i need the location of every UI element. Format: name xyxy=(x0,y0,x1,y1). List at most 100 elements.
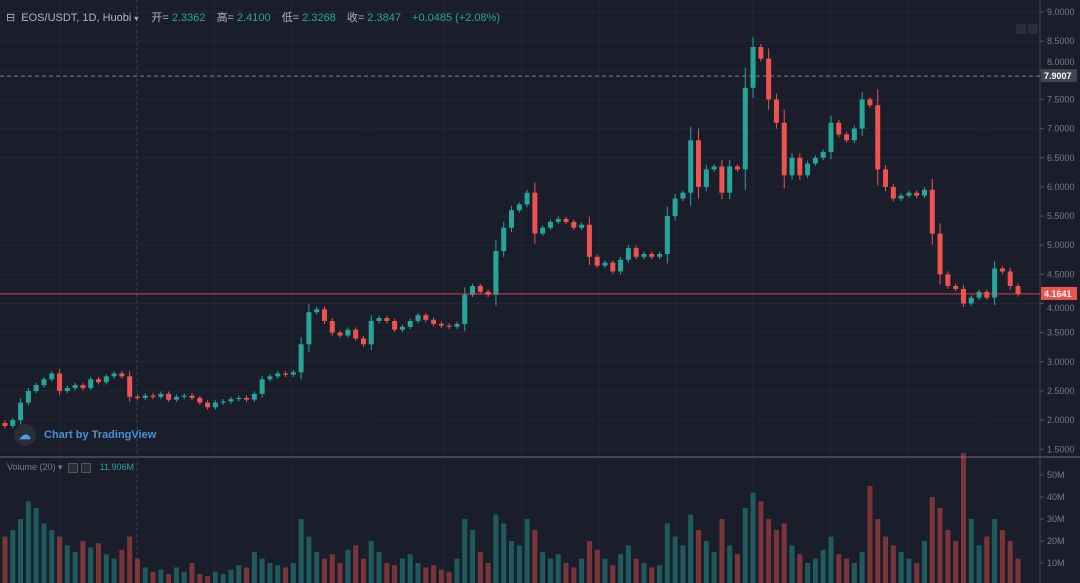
volume-bar xyxy=(251,552,257,583)
low-value: 2.3268 xyxy=(302,12,336,24)
volume-bar xyxy=(360,558,366,583)
volume-bar xyxy=(540,552,546,583)
volume-bar xyxy=(547,558,553,583)
volume-bar xyxy=(867,486,873,583)
change-value: +0.0485 (+2.08%) xyxy=(412,12,501,24)
candle-body xyxy=(1007,271,1013,287)
candle-body xyxy=(49,373,55,380)
volume-bar xyxy=(999,530,1005,583)
candle-body xyxy=(976,291,982,298)
candle-body xyxy=(173,396,179,400)
candle-body xyxy=(259,379,265,394)
volume-bar xyxy=(633,558,639,583)
candle-body xyxy=(602,262,608,266)
volume-bar xyxy=(664,523,670,583)
dropdown-icon[interactable]: ▾ xyxy=(134,14,139,23)
volume-bar xyxy=(345,549,351,583)
candle-body xyxy=(267,376,273,380)
volume-bar xyxy=(805,563,811,583)
volume-bar xyxy=(275,565,281,583)
candle-body xyxy=(524,192,530,205)
candle-body xyxy=(953,286,959,289)
volume-bar xyxy=(298,519,304,583)
candle-body xyxy=(306,312,312,345)
candle-body xyxy=(96,379,102,383)
volume-bar xyxy=(72,552,78,583)
close-label: 收= xyxy=(346,12,365,24)
tradingview-watermark[interactable]: ☁ Chart by TradingView xyxy=(14,424,156,446)
settings-icon[interactable] xyxy=(68,462,79,473)
tradingview-logo-icon: ☁ xyxy=(14,424,36,446)
candle-body xyxy=(516,204,522,211)
volume-bar xyxy=(228,569,234,583)
volume-bar xyxy=(828,536,834,583)
candle-body xyxy=(555,218,561,222)
candle-body xyxy=(960,288,966,304)
candle-body xyxy=(166,393,172,400)
candle-body xyxy=(914,192,920,196)
volume-bar xyxy=(703,541,709,583)
volume-bar xyxy=(376,552,382,583)
volume-bar xyxy=(438,569,444,583)
candle-body xyxy=(134,396,140,398)
volume-bar xyxy=(314,552,320,583)
candle-body xyxy=(875,105,881,170)
volume-bar xyxy=(384,563,390,583)
collapse-icon[interactable]: ⊟ xyxy=(6,12,16,24)
candle-body xyxy=(758,46,764,59)
candle-body xyxy=(415,315,421,321)
volume-bar xyxy=(851,563,857,583)
dropdown-icon[interactable]: ▾ xyxy=(58,462,63,472)
candle-body xyxy=(641,253,647,257)
volume-bar xyxy=(189,563,195,583)
volume-bar xyxy=(594,549,600,583)
candle-body xyxy=(228,399,234,402)
volume-bar xyxy=(734,554,740,583)
volume-value: 11.906M xyxy=(99,462,134,472)
candle-body xyxy=(360,338,366,345)
symbol-legend: ⊟ EOS/USDT, 1D, Huobi ▾ 开= 2.3362 高= 2.4100… xyxy=(6,9,503,25)
candle-body xyxy=(298,344,304,373)
symbol-title[interactable]: EOS/USDT, 1D, Huobi xyxy=(21,12,132,24)
volume-bar xyxy=(555,554,561,583)
volume-bar xyxy=(836,554,842,583)
volume-bar xyxy=(750,492,756,583)
candle-body xyxy=(999,268,1005,272)
candle-body xyxy=(392,320,398,330)
volume-bar xyxy=(898,552,904,583)
volume-bar xyxy=(610,565,616,583)
candle-body xyxy=(220,401,226,403)
volume-bar xyxy=(220,574,226,583)
price-tick-label: 8.0000 xyxy=(1047,57,1075,67)
candle-body xyxy=(64,388,70,391)
volume-bar xyxy=(64,545,70,583)
volume-bar xyxy=(353,545,359,583)
close-icon[interactable] xyxy=(81,462,92,473)
candle-body xyxy=(672,198,678,217)
volume-bar xyxy=(142,567,148,583)
volume-bar xyxy=(516,545,522,583)
candle-body xyxy=(859,99,865,129)
volume-bar xyxy=(937,508,943,583)
volume-label[interactable]: Volume (20) xyxy=(7,462,56,472)
candle-body xyxy=(290,372,296,375)
candle-body xyxy=(477,286,483,292)
price-line-label: 4.1641 xyxy=(1044,289,1072,299)
candle-body xyxy=(618,259,624,272)
price-tick-label: 6.5000 xyxy=(1047,153,1075,163)
candle-body xyxy=(937,233,943,275)
volume-bar xyxy=(493,514,499,583)
candle-body xyxy=(142,395,148,398)
volume-bar xyxy=(103,554,109,583)
volume-bar xyxy=(470,530,476,583)
candle-body xyxy=(329,320,335,333)
volume-bar xyxy=(212,571,218,583)
candle-body xyxy=(867,99,873,106)
volume-bar xyxy=(532,530,538,583)
candle-body xyxy=(399,326,405,330)
volume-bar xyxy=(906,558,912,583)
volume-bar xyxy=(18,519,24,583)
price-tick-label: 9.0000 xyxy=(1047,7,1075,17)
